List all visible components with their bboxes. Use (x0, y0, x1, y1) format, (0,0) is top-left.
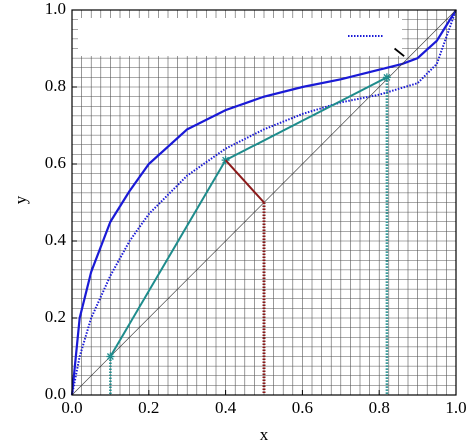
y-axis-label: y (11, 195, 30, 204)
series-line (71, 9, 457, 396)
y-tick-label: 0.0 (45, 384, 66, 403)
plot-frame (71, 9, 457, 396)
x-tick-label: 0.4 (215, 398, 237, 417)
series-line (393, 47, 405, 57)
series-line (70, 9, 457, 396)
x-tick-label: 0.8 (369, 398, 390, 417)
y-tick-label: 0.6 (45, 153, 66, 172)
legend (78, 18, 402, 56)
x-tick-label: 0.2 (138, 398, 159, 417)
y-tick-label: 0.2 (45, 307, 66, 326)
y-tick-label: 0.4 (45, 230, 67, 249)
series-line (224, 159, 265, 204)
y-tick-label: 1.0 (45, 0, 66, 18)
y-tick-label: 0.8 (45, 76, 66, 95)
x-tick-label: 0.0 (61, 398, 82, 417)
x-tick-label: 0.6 (292, 398, 313, 417)
x-tick-label: 1.0 (445, 398, 466, 417)
x-axis-label: x (260, 425, 269, 444)
